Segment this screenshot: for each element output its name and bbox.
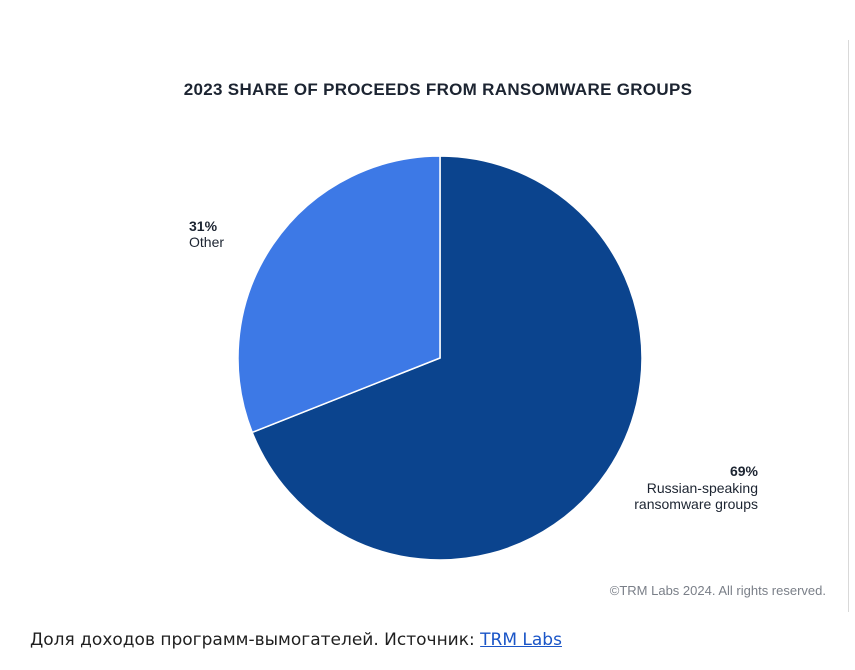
chart-figure: 2023 SHARE OF PROCEEDS FROM RANSOMWARE G… (184, 40, 849, 612)
pie-chart: 2023 SHARE OF PROCEEDS FROM RANSOMWARE G… (184, 80, 826, 598)
slice-label-russian-pct: 69% (730, 463, 759, 479)
slice-label-russian-line1: Russian-speaking (647, 480, 758, 496)
copyright-text: ©TRM Labs 2024. All rights reserved. (610, 583, 826, 598)
pie-slice-other (237, 155, 441, 434)
figure-caption: Доля доходов программ-вымогателей. Источ… (30, 630, 562, 650)
slice-label-other-pct: 31% (189, 218, 218, 234)
chart-title: 2023 SHARE OF PROCEEDS FROM RANSOMWARE G… (184, 80, 692, 99)
slice-label-other-name: Other (189, 234, 224, 250)
pie-slice-russian-speaking (251, 155, 643, 561)
caption-text: Доля доходов программ-вымогателей. Источ… (30, 630, 481, 650)
source-link[interactable]: TRM Labs (480, 630, 562, 650)
slice-label-russian-line2: ransomware groups (634, 496, 758, 512)
figure-border (848, 40, 849, 612)
